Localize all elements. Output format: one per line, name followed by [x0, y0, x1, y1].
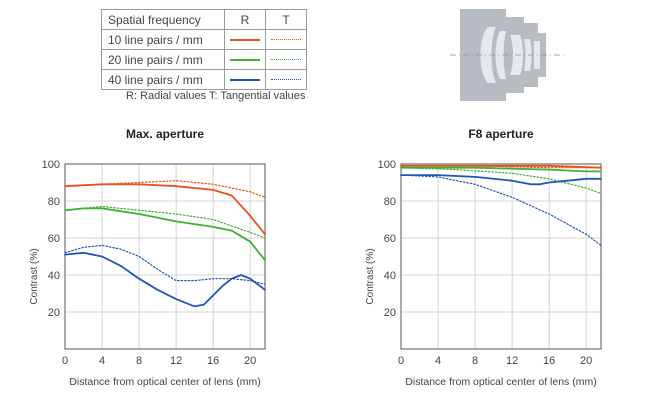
- series-line: [64, 180, 266, 198]
- x-tick-label: 8: [136, 355, 142, 367]
- x-axis-label: Distance from optical center of lens (mm…: [69, 376, 260, 388]
- chart-title: F8 aperture: [468, 127, 534, 141]
- series-line: [400, 166, 602, 173]
- legend-swatch-radial: [230, 58, 260, 61]
- legend-row: 10 line pairs / mm: [101, 29, 307, 50]
- x-axis-label: Distance from optical center of lens (mm…: [405, 376, 596, 388]
- plot-frame: [64, 163, 266, 350]
- legend-row-label: 10 line pairs / mm: [101, 29, 225, 50]
- y-tick-label: 60: [48, 233, 60, 245]
- series-line: [64, 207, 266, 262]
- legend-swatch-tangential: [271, 59, 301, 60]
- lens-cross-section-icon: [450, 9, 566, 101]
- x-tick-label: 0: [398, 355, 404, 367]
- legend-swatch-tangential: [271, 39, 301, 40]
- y-tick-label: 40: [48, 270, 60, 282]
- y-tick-label: 100: [378, 159, 396, 171]
- x-tick-label: 12: [170, 355, 182, 367]
- series-line: [64, 244, 266, 285]
- legend-swatch-radial: [230, 38, 260, 41]
- series-line: [400, 167, 602, 195]
- x-tick-label: 4: [99, 355, 105, 367]
- x-tick-label: 8: [472, 355, 478, 367]
- y-tick-label: 20: [384, 307, 396, 319]
- legend-swatch-tangential: [271, 79, 301, 80]
- legend-row-label: 40 line pairs / mm: [101, 69, 225, 90]
- series-line: [400, 174, 602, 246]
- y-tick-label: 40: [384, 270, 396, 282]
- x-tick-label: 12: [506, 355, 518, 367]
- y-tick-label: 60: [384, 233, 396, 245]
- legend-swatch-radial: [230, 78, 260, 81]
- y-axis-label: Contrast (%): [365, 248, 376, 304]
- x-tick-label: 4: [435, 355, 441, 367]
- x-tick-label: 20: [244, 355, 256, 367]
- x-tick-label: 16: [207, 355, 219, 367]
- y-axis-label: Contrast (%): [29, 248, 40, 304]
- y-tick-label: 80: [48, 196, 60, 208]
- x-tick-label: 20: [580, 355, 592, 367]
- legend-header-row: Spatial frequency R T: [101, 9, 307, 30]
- legend-table: Spatial frequency R T 10 line pairs / mm…: [101, 9, 307, 90]
- y-tick-label: 100: [42, 159, 60, 171]
- series-line: [64, 205, 266, 239]
- legend-note: R: Radial values T: Tangential values: [126, 90, 306, 102]
- y-tick-label: 80: [384, 196, 396, 208]
- series-line: [64, 251, 266, 308]
- series-line: [400, 165, 602, 169]
- chart-title: Max. aperture: [126, 127, 204, 141]
- x-tick-label: 0: [62, 355, 68, 367]
- legend-row: 20 line pairs / mm: [101, 49, 307, 70]
- legend-row-label: 20 line pairs / mm: [101, 49, 225, 70]
- y-tick-label: 20: [48, 307, 60, 319]
- series-line: [400, 174, 602, 186]
- legend-row: 40 line pairs / mm: [101, 69, 307, 90]
- x-tick-label: 16: [543, 355, 555, 367]
- plot-frame: [400, 163, 602, 350]
